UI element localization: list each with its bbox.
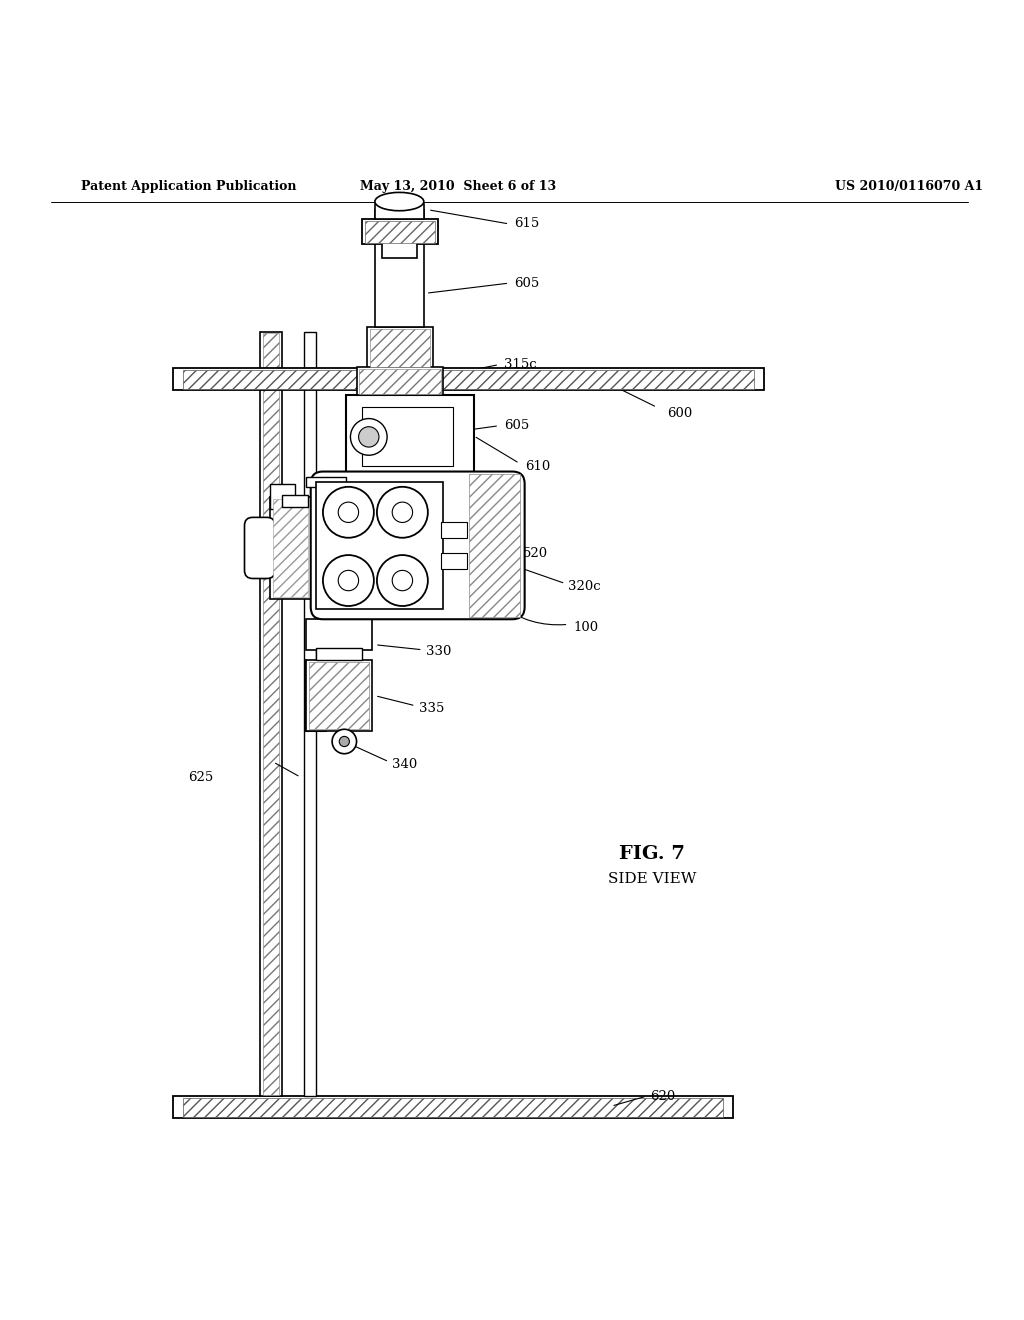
Text: FIG. 7: FIG. 7 — [620, 845, 685, 862]
Bar — [315, 648, 361, 660]
Text: 335: 335 — [419, 702, 444, 715]
Bar — [356, 367, 443, 395]
Bar — [183, 370, 754, 389]
Bar — [441, 553, 467, 569]
Bar — [308, 663, 369, 729]
Text: 610: 610 — [524, 459, 550, 473]
Circle shape — [392, 570, 413, 591]
Text: 330: 330 — [426, 645, 452, 659]
Text: 520: 520 — [522, 546, 548, 560]
Bar — [263, 333, 280, 1096]
Text: Patent Application Publication: Patent Application Publication — [82, 180, 297, 193]
Bar — [365, 220, 435, 243]
Bar — [375, 210, 424, 327]
FancyBboxPatch shape — [310, 471, 524, 619]
Circle shape — [323, 487, 374, 537]
Bar — [441, 521, 467, 539]
Bar — [315, 482, 443, 609]
Circle shape — [392, 502, 413, 523]
Bar — [370, 329, 430, 367]
Bar — [382, 243, 417, 257]
Circle shape — [377, 487, 428, 537]
Circle shape — [323, 556, 374, 606]
Text: 625: 625 — [188, 771, 214, 784]
FancyBboxPatch shape — [245, 517, 275, 578]
Text: US 2010/0116070 A1: US 2010/0116070 A1 — [836, 180, 983, 193]
Bar — [305, 660, 372, 731]
Circle shape — [350, 418, 387, 455]
Bar — [361, 219, 438, 244]
Text: SIDE VIEW: SIDE VIEW — [608, 873, 696, 886]
Text: 605: 605 — [504, 420, 529, 432]
Text: 615: 615 — [514, 218, 540, 231]
Bar — [260, 331, 283, 1096]
Bar — [305, 619, 372, 649]
Bar — [361, 408, 454, 466]
Text: 315c: 315c — [504, 358, 537, 371]
Text: 600: 600 — [668, 407, 692, 420]
Circle shape — [377, 556, 428, 606]
Circle shape — [339, 737, 349, 747]
Bar — [273, 499, 307, 597]
Bar — [173, 368, 764, 389]
Bar — [173, 1096, 733, 1118]
Bar — [367, 327, 433, 368]
Bar — [305, 477, 346, 487]
Bar — [283, 495, 307, 507]
Text: 605: 605 — [514, 277, 540, 289]
Bar — [358, 368, 441, 395]
Text: 620: 620 — [650, 1089, 675, 1102]
Ellipse shape — [375, 193, 424, 211]
Bar — [469, 474, 519, 618]
Bar — [303, 331, 315, 1096]
Text: 340: 340 — [392, 759, 418, 771]
Bar — [375, 203, 424, 219]
Text: May 13, 2010  Sheet 6 of 13: May 13, 2010 Sheet 6 of 13 — [360, 180, 556, 193]
Bar — [270, 483, 296, 510]
Text: 100: 100 — [573, 620, 599, 634]
Bar — [346, 395, 474, 479]
Circle shape — [332, 729, 356, 754]
Circle shape — [338, 570, 358, 591]
Bar — [270, 498, 310, 599]
Circle shape — [358, 426, 379, 447]
Text: 320c: 320c — [568, 581, 601, 593]
Bar — [183, 1098, 723, 1118]
Text: 515: 515 — [467, 536, 492, 549]
Circle shape — [338, 502, 358, 523]
